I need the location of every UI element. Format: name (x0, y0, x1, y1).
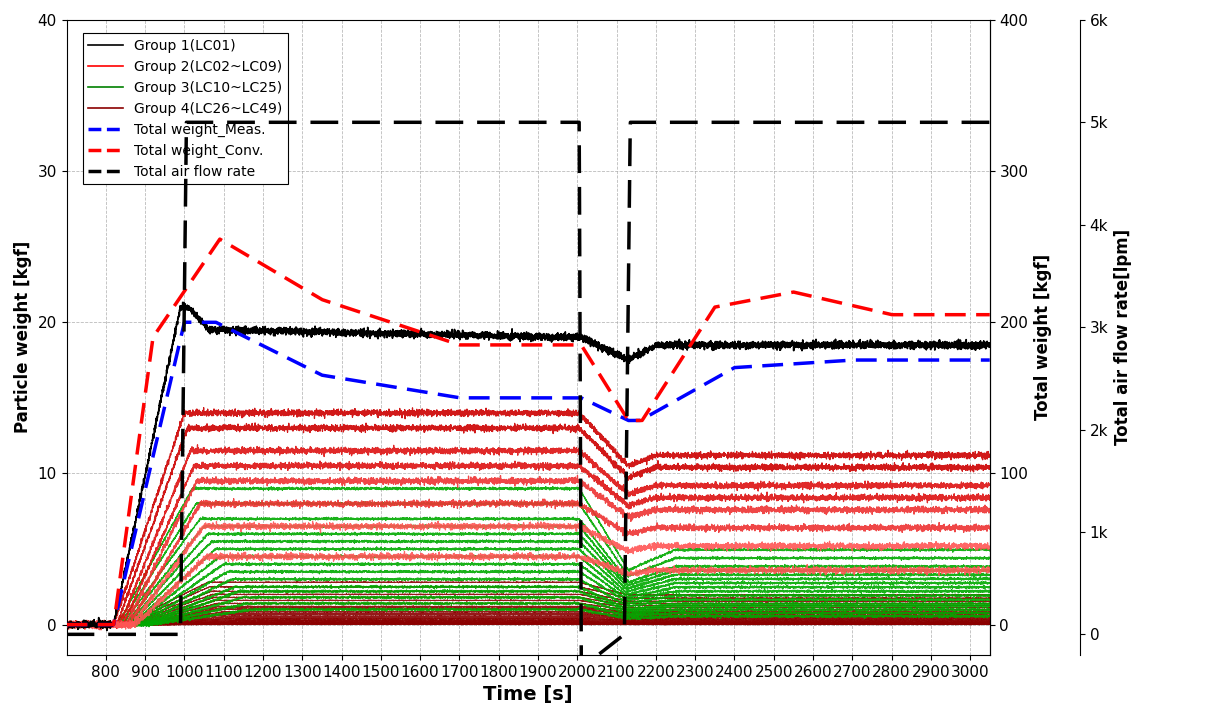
Y-axis label: Total air flow rate[lpm]: Total air flow rate[lpm] (1114, 229, 1132, 445)
Legend: Group 1(LC01), Group 2(LC02~LC09), Group 3(LC10~LC25), Group 4(LC26~LC49), Total: Group 1(LC01), Group 2(LC02~LC09), Group… (83, 33, 288, 185)
Y-axis label: Particle weight [kgf]: Particle weight [kgf] (14, 241, 31, 434)
Y-axis label: Total weight [kgf]: Total weight [kgf] (1034, 254, 1053, 421)
X-axis label: Time [s]: Time [s] (483, 685, 573, 704)
